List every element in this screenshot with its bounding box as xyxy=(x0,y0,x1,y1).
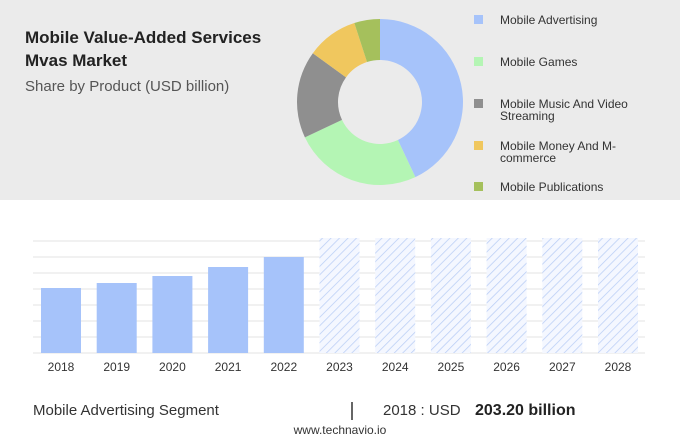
pie-slice xyxy=(312,23,368,78)
bar xyxy=(96,283,137,353)
x-tick-label: 2023 xyxy=(326,360,353,374)
legend-item: Mobile Publications xyxy=(474,181,634,193)
source: www.technavio.io xyxy=(293,423,387,437)
x-tick-label: 2024 xyxy=(382,360,409,374)
legend-swatch xyxy=(474,57,483,66)
legend-item: Mobile Music And Video Streaming xyxy=(474,98,634,122)
legend-label: Mobile Advertising xyxy=(500,13,598,27)
legend-swatch xyxy=(474,15,483,24)
legend-label: Mobile Money And M-commerce xyxy=(500,139,617,165)
forecast-placeholder xyxy=(542,238,583,353)
x-tick-label: 2025 xyxy=(438,360,465,374)
segment-label: Mobile Advertising Segment xyxy=(33,402,220,419)
bar xyxy=(41,288,81,353)
legend-item: Mobile Advertising xyxy=(474,14,634,26)
x-tick-label: 2026 xyxy=(493,360,520,374)
segment-value: 203.20 billion xyxy=(475,402,575,419)
chart-title: Mobile Value-Added Services Mvas Market xyxy=(25,28,262,70)
bar xyxy=(263,257,304,353)
forecast-placeholder xyxy=(598,238,638,353)
legend-swatch xyxy=(474,141,483,150)
pie-slice xyxy=(304,119,416,185)
pie-slice xyxy=(354,19,380,63)
pie-slice xyxy=(380,19,463,178)
forecast-placeholder xyxy=(319,238,360,353)
legend-swatch xyxy=(474,182,483,191)
forecast-placeholder xyxy=(375,238,416,353)
bar xyxy=(152,276,193,353)
x-tick-label: 2022 xyxy=(270,360,297,374)
forecast-placeholder xyxy=(486,238,527,353)
x-tick-label: 2021 xyxy=(215,360,242,374)
x-tick-label: 2028 xyxy=(605,360,632,374)
x-tick-label: 2027 xyxy=(549,360,576,374)
x-tick-label: 2019 xyxy=(103,360,130,374)
legend-label: Mobile Music And Video Streaming xyxy=(500,97,628,123)
forecast-placeholder xyxy=(430,238,471,353)
bar xyxy=(208,267,249,353)
year-label: 2018 : USD xyxy=(383,402,461,419)
legend-item: Mobile Money And M-commerce xyxy=(474,140,634,164)
x-tick-label: 2020 xyxy=(159,360,186,374)
legend-item: Mobile Games xyxy=(474,56,634,68)
x-tick-label: 2018 xyxy=(48,360,75,374)
legend-label: Mobile Games xyxy=(500,55,578,69)
legend-label: Mobile Publications xyxy=(500,180,604,194)
legend-swatch xyxy=(474,99,483,108)
chart-subtitle: Share by Product (USD billion) xyxy=(25,78,230,95)
pie-slice xyxy=(297,53,347,138)
